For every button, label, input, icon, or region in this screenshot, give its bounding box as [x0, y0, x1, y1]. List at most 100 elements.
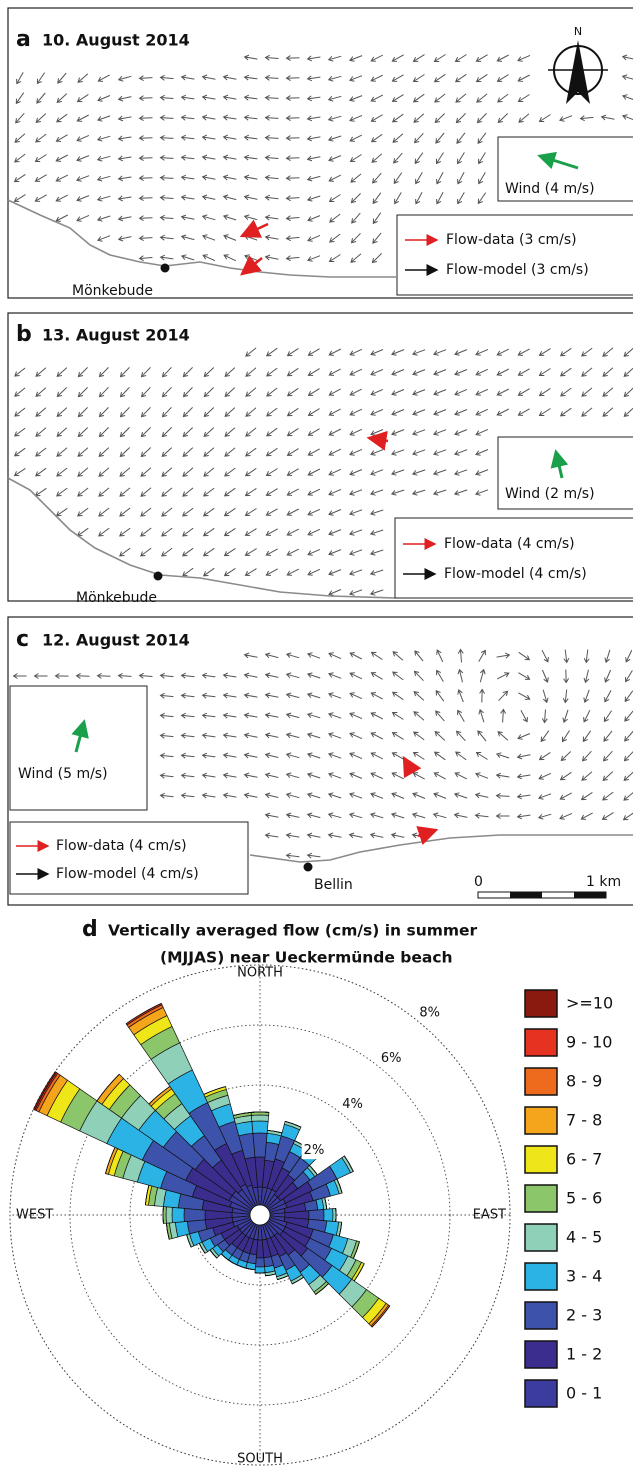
panel-c: Bellin c 12. August 2014 Wind (5 m/s) Fl… [7, 616, 633, 906]
panel-date: 10. August 2014 [42, 31, 190, 50]
wind-arrow [71, 719, 89, 753]
flow-data-arrows [239, 219, 269, 276]
town-dot [153, 571, 163, 581]
legend-label: Flow-model (3 cm/s) [446, 262, 589, 278]
legend-label: Flow-model (4 cm/s) [444, 566, 587, 582]
legend-label: 6 - 7 [566, 1150, 602, 1169]
rose-segment [254, 1266, 266, 1274]
legend-swatch [524, 1145, 558, 1174]
flow-data-arrow [240, 255, 263, 276]
rose-segment [251, 1120, 269, 1134]
vector-field [13, 54, 633, 264]
compass: N [548, 25, 608, 104]
flow-data-arrow [402, 755, 422, 779]
legend-label: 0 - 1 [566, 1384, 602, 1403]
center-hole [249, 1204, 271, 1226]
wind-box [497, 436, 633, 510]
chart-title: Vertically averaged flow (cm/s) in summe… [108, 922, 478, 940]
wind-box [497, 136, 633, 202]
grid-ring [129, 1084, 391, 1346]
scale-bar [477, 891, 607, 899]
rose-segment [252, 1132, 268, 1158]
rose-segment [344, 1155, 354, 1172]
legend-label: 4 - 5 [566, 1228, 602, 1247]
direction-label: NORTH [237, 966, 283, 981]
panel-letter: d [82, 917, 98, 942]
legend-box [396, 214, 633, 296]
direction-label: SOUTH [237, 1452, 283, 1467]
flow-model-arrows [13, 347, 633, 596]
legend-label: Flow-model (4 cm/s) [56, 866, 199, 882]
rose-segment [165, 1206, 173, 1224]
legend-swatch [524, 1028, 558, 1057]
rose-segment [323, 1208, 334, 1222]
chart-title: (MJJAS) near Ueckermünde beach [160, 949, 453, 967]
legend-label: 9 - 10 [566, 1033, 612, 1052]
panel-letter: b [16, 322, 32, 347]
town-dot [303, 862, 313, 872]
r-tick-label: 8% [419, 1005, 440, 1020]
coastline [7, 477, 396, 599]
wind-arrow [550, 449, 569, 479]
town-label: Mönkebude [76, 590, 157, 606]
scale-label: 0 [474, 874, 483, 890]
rose-segment [125, 1003, 162, 1025]
legend-swatch [524, 1301, 558, 1330]
panel-date: 12. August 2014 [42, 631, 190, 650]
rose-segment [32, 1071, 57, 1111]
vector-field [13, 347, 633, 596]
r-tick-label: 2% [304, 1143, 325, 1158]
legend-label: 7 - 8 [566, 1111, 602, 1130]
r-tick-label: 6% [381, 1051, 402, 1066]
rose-segment [308, 1209, 325, 1221]
flow-data-arrow [366, 430, 389, 451]
legend-label: 8 - 9 [566, 1072, 602, 1091]
wind-label: Wind (2 m/s) [505, 486, 595, 502]
compass-label: N [574, 25, 582, 38]
panel-letter: c [16, 627, 29, 652]
r-tick-label: 4% [342, 1097, 363, 1112]
direction-label: EAST [473, 1208, 506, 1223]
wind-label: Wind (4 m/s) [505, 181, 595, 197]
rose-segment [336, 1178, 343, 1194]
legend-swatch [524, 1340, 558, 1369]
legend-label: >=10 [566, 994, 613, 1013]
rose-segment [183, 1208, 206, 1222]
legend-swatch [524, 1184, 558, 1213]
wind-label: Wind (5 m/s) [18, 766, 108, 782]
grid-ring [9, 964, 511, 1466]
legend-label: 2 - 3 [566, 1306, 602, 1325]
scale-label: 1 km [586, 874, 621, 890]
flow-data-arrow [416, 826, 439, 846]
panel-d: d Vertically averaged flow (cm/s) in sum… [9, 917, 613, 1467]
legend-swatch [524, 989, 558, 1018]
rose-segment [96, 1074, 120, 1102]
legend-swatch [524, 1379, 558, 1408]
legend-label: Flow-data (4 cm/s) [56, 838, 187, 854]
flow-data-arrows [402, 755, 439, 846]
legend-label: Flow-data (3 cm/s) [446, 232, 577, 248]
legend-swatch [524, 1223, 558, 1252]
vector-field [12, 648, 633, 859]
direction-label: WEST [16, 1208, 53, 1223]
legend-label: 1 - 2 [566, 1345, 602, 1364]
legend-label: Flow-data (4 cm/s) [444, 536, 575, 552]
legend-swatch [524, 1106, 558, 1135]
legend-label: 5 - 6 [566, 1189, 602, 1208]
panel-b: Mönkebude b 13. August 2014 Wind (2 m/s)… [7, 312, 633, 606]
legend-swatch [524, 1067, 558, 1096]
legend-swatch [524, 1262, 558, 1291]
label-bg [301, 1142, 327, 1160]
rose-segment [171, 1206, 185, 1224]
wind-arrow [537, 151, 579, 170]
flow-model-arrows [12, 648, 633, 859]
panel-a: Mönkebude a 10. August 2014 N Wind (4 m/… [7, 7, 633, 299]
rose-segment [250, 1114, 270, 1122]
legend-box [9, 821, 249, 895]
panel-date: 13. August 2014 [42, 326, 190, 345]
flow-data-arrow [239, 219, 269, 238]
town-label: Mönkebude [72, 283, 153, 299]
town-label: Bellin [314, 877, 353, 893]
legend-box [394, 517, 633, 599]
